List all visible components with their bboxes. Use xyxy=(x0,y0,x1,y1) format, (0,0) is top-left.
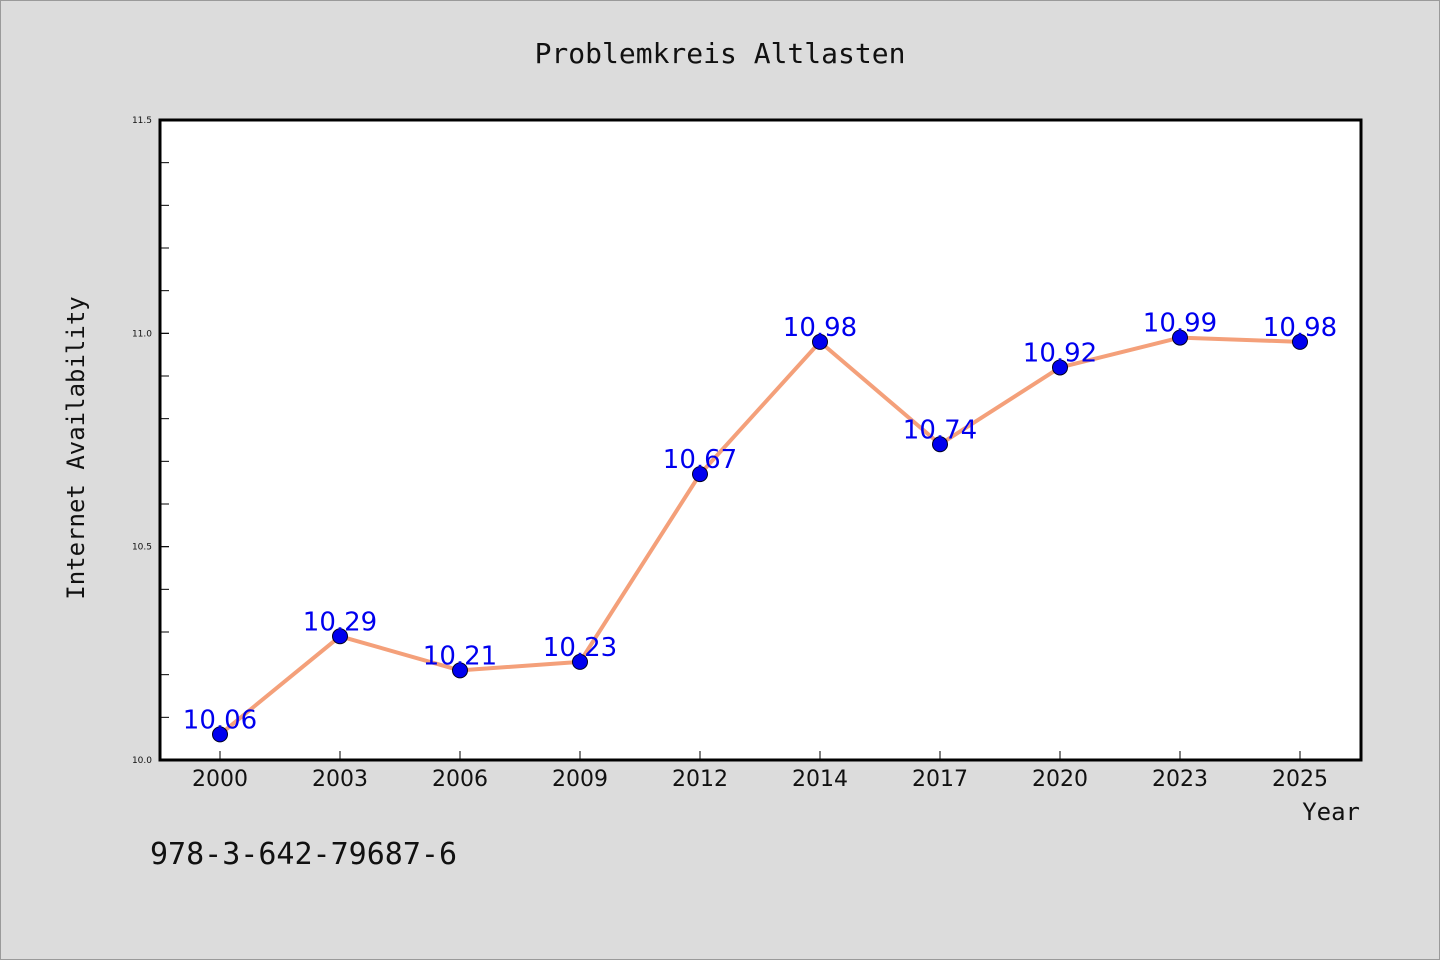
series-markers xyxy=(212,329,1308,743)
y-tick-label: 10.0 xyxy=(132,756,152,766)
plot-area xyxy=(158,118,1363,762)
data-point xyxy=(572,653,588,670)
data-label: 10.98 xyxy=(783,313,857,343)
data-point xyxy=(1292,333,1308,350)
chart-title: Problemkreis Altlasten xyxy=(535,37,906,70)
data-label: 10.21 xyxy=(423,641,497,671)
x-tick-label: 2023 xyxy=(1152,767,1208,792)
x-tick-label: 2017 xyxy=(912,767,968,792)
data-point xyxy=(1052,359,1068,376)
data-label: 10.67 xyxy=(663,445,737,475)
series-line xyxy=(218,335,1301,736)
data-point xyxy=(812,333,828,350)
data-label: 10.29 xyxy=(303,607,377,637)
y-tick-label: 10.5 xyxy=(132,543,152,553)
x-tick-label: 2000 xyxy=(192,767,248,792)
x-tick-label: 2014 xyxy=(792,767,848,792)
x-axis: 2000 2003 2006 2009 2012 2014 2017 2020 2023 2025 xyxy=(192,751,1328,792)
data-label: 10.98 xyxy=(1263,313,1337,343)
data-point xyxy=(452,662,468,679)
data-point xyxy=(1172,329,1188,346)
data-point xyxy=(692,466,708,483)
data-label: 10.92 xyxy=(1023,338,1097,368)
data-label: 10.23 xyxy=(543,633,617,663)
y-axis: 10.0 10.5 11.0 11.5 xyxy=(132,116,169,766)
data-point xyxy=(332,628,348,645)
data-labels: 10.06 10.29 10.21 10.23 10.67 10.98 10.74 10.92… xyxy=(183,309,1337,736)
y-tick-label: 11.5 xyxy=(132,116,152,126)
y-axis-label: Internet Availability xyxy=(62,296,90,599)
data-label: 10.99 xyxy=(1143,309,1217,339)
data-point xyxy=(212,726,228,743)
x-tick-label: 2003 xyxy=(312,767,368,792)
isbn-text: 978-3-642-79687-6 xyxy=(150,837,457,872)
y-tick-label: 11.0 xyxy=(132,329,152,339)
data-label: 10.06 xyxy=(183,705,257,735)
x-tick-label: 2006 xyxy=(432,767,488,792)
x-tick-label: 2012 xyxy=(672,767,728,792)
x-tick-label: 2020 xyxy=(1032,767,1088,792)
x-axis-label: Year xyxy=(1302,798,1360,826)
x-tick-label: 2009 xyxy=(552,767,608,792)
data-label: 10.74 xyxy=(903,415,977,445)
data-point xyxy=(932,436,948,453)
x-tick-label: 2025 xyxy=(1272,767,1328,792)
